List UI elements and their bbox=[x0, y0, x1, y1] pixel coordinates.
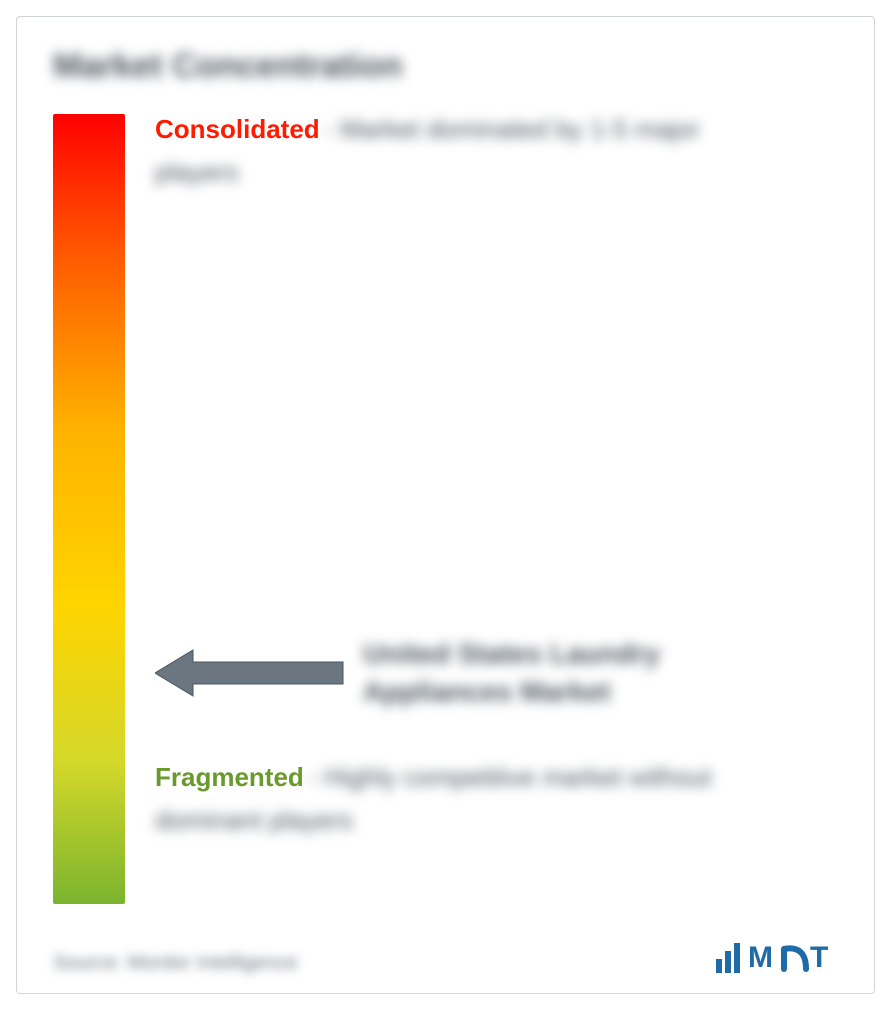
fragmented-desc-1: - Highly competitive market without bbox=[308, 762, 711, 792]
fragmented-block: Fragmented - Highly competitive market w… bbox=[155, 762, 838, 836]
market-position-marker: United States Laundry Appliances Market bbox=[155, 635, 838, 711]
content-row: Consolidated - Market dominated by 1-5 m… bbox=[53, 114, 838, 904]
consolidated-desc-1: - Market dominated by 1-5 major bbox=[324, 114, 700, 144]
arrow-left-icon bbox=[155, 648, 345, 698]
right-column: Consolidated - Market dominated by 1-5 m… bbox=[155, 114, 838, 904]
page-title: Market Concentration bbox=[53, 47, 838, 86]
brand-logo: M T bbox=[716, 941, 838, 975]
logo-text-icon: M T bbox=[748, 941, 838, 975]
marker-label-line2: Appliances Market bbox=[363, 673, 660, 711]
fragmented-desc-2: dominant players bbox=[155, 805, 838, 836]
svg-text:M: M bbox=[748, 941, 773, 974]
source-text: Source: Mordor Intelligence bbox=[53, 952, 298, 975]
logo-bars-icon bbox=[716, 943, 740, 973]
svg-text:T: T bbox=[810, 941, 828, 974]
footer: Source: Mordor Intelligence M T bbox=[53, 941, 838, 975]
consolidated-desc-2: players bbox=[155, 157, 838, 188]
infographic-card: Market Concentration Consolidated - Mark… bbox=[16, 16, 875, 994]
fragmented-label: Fragmented bbox=[155, 762, 304, 792]
consolidated-label: Consolidated bbox=[155, 114, 320, 144]
marker-label: United States Laundry Appliances Market bbox=[363, 635, 660, 711]
marker-label-line1: United States Laundry bbox=[363, 635, 660, 673]
concentration-gradient-bar bbox=[53, 114, 125, 904]
consolidated-block: Consolidated - Market dominated by 1-5 m… bbox=[155, 114, 838, 188]
